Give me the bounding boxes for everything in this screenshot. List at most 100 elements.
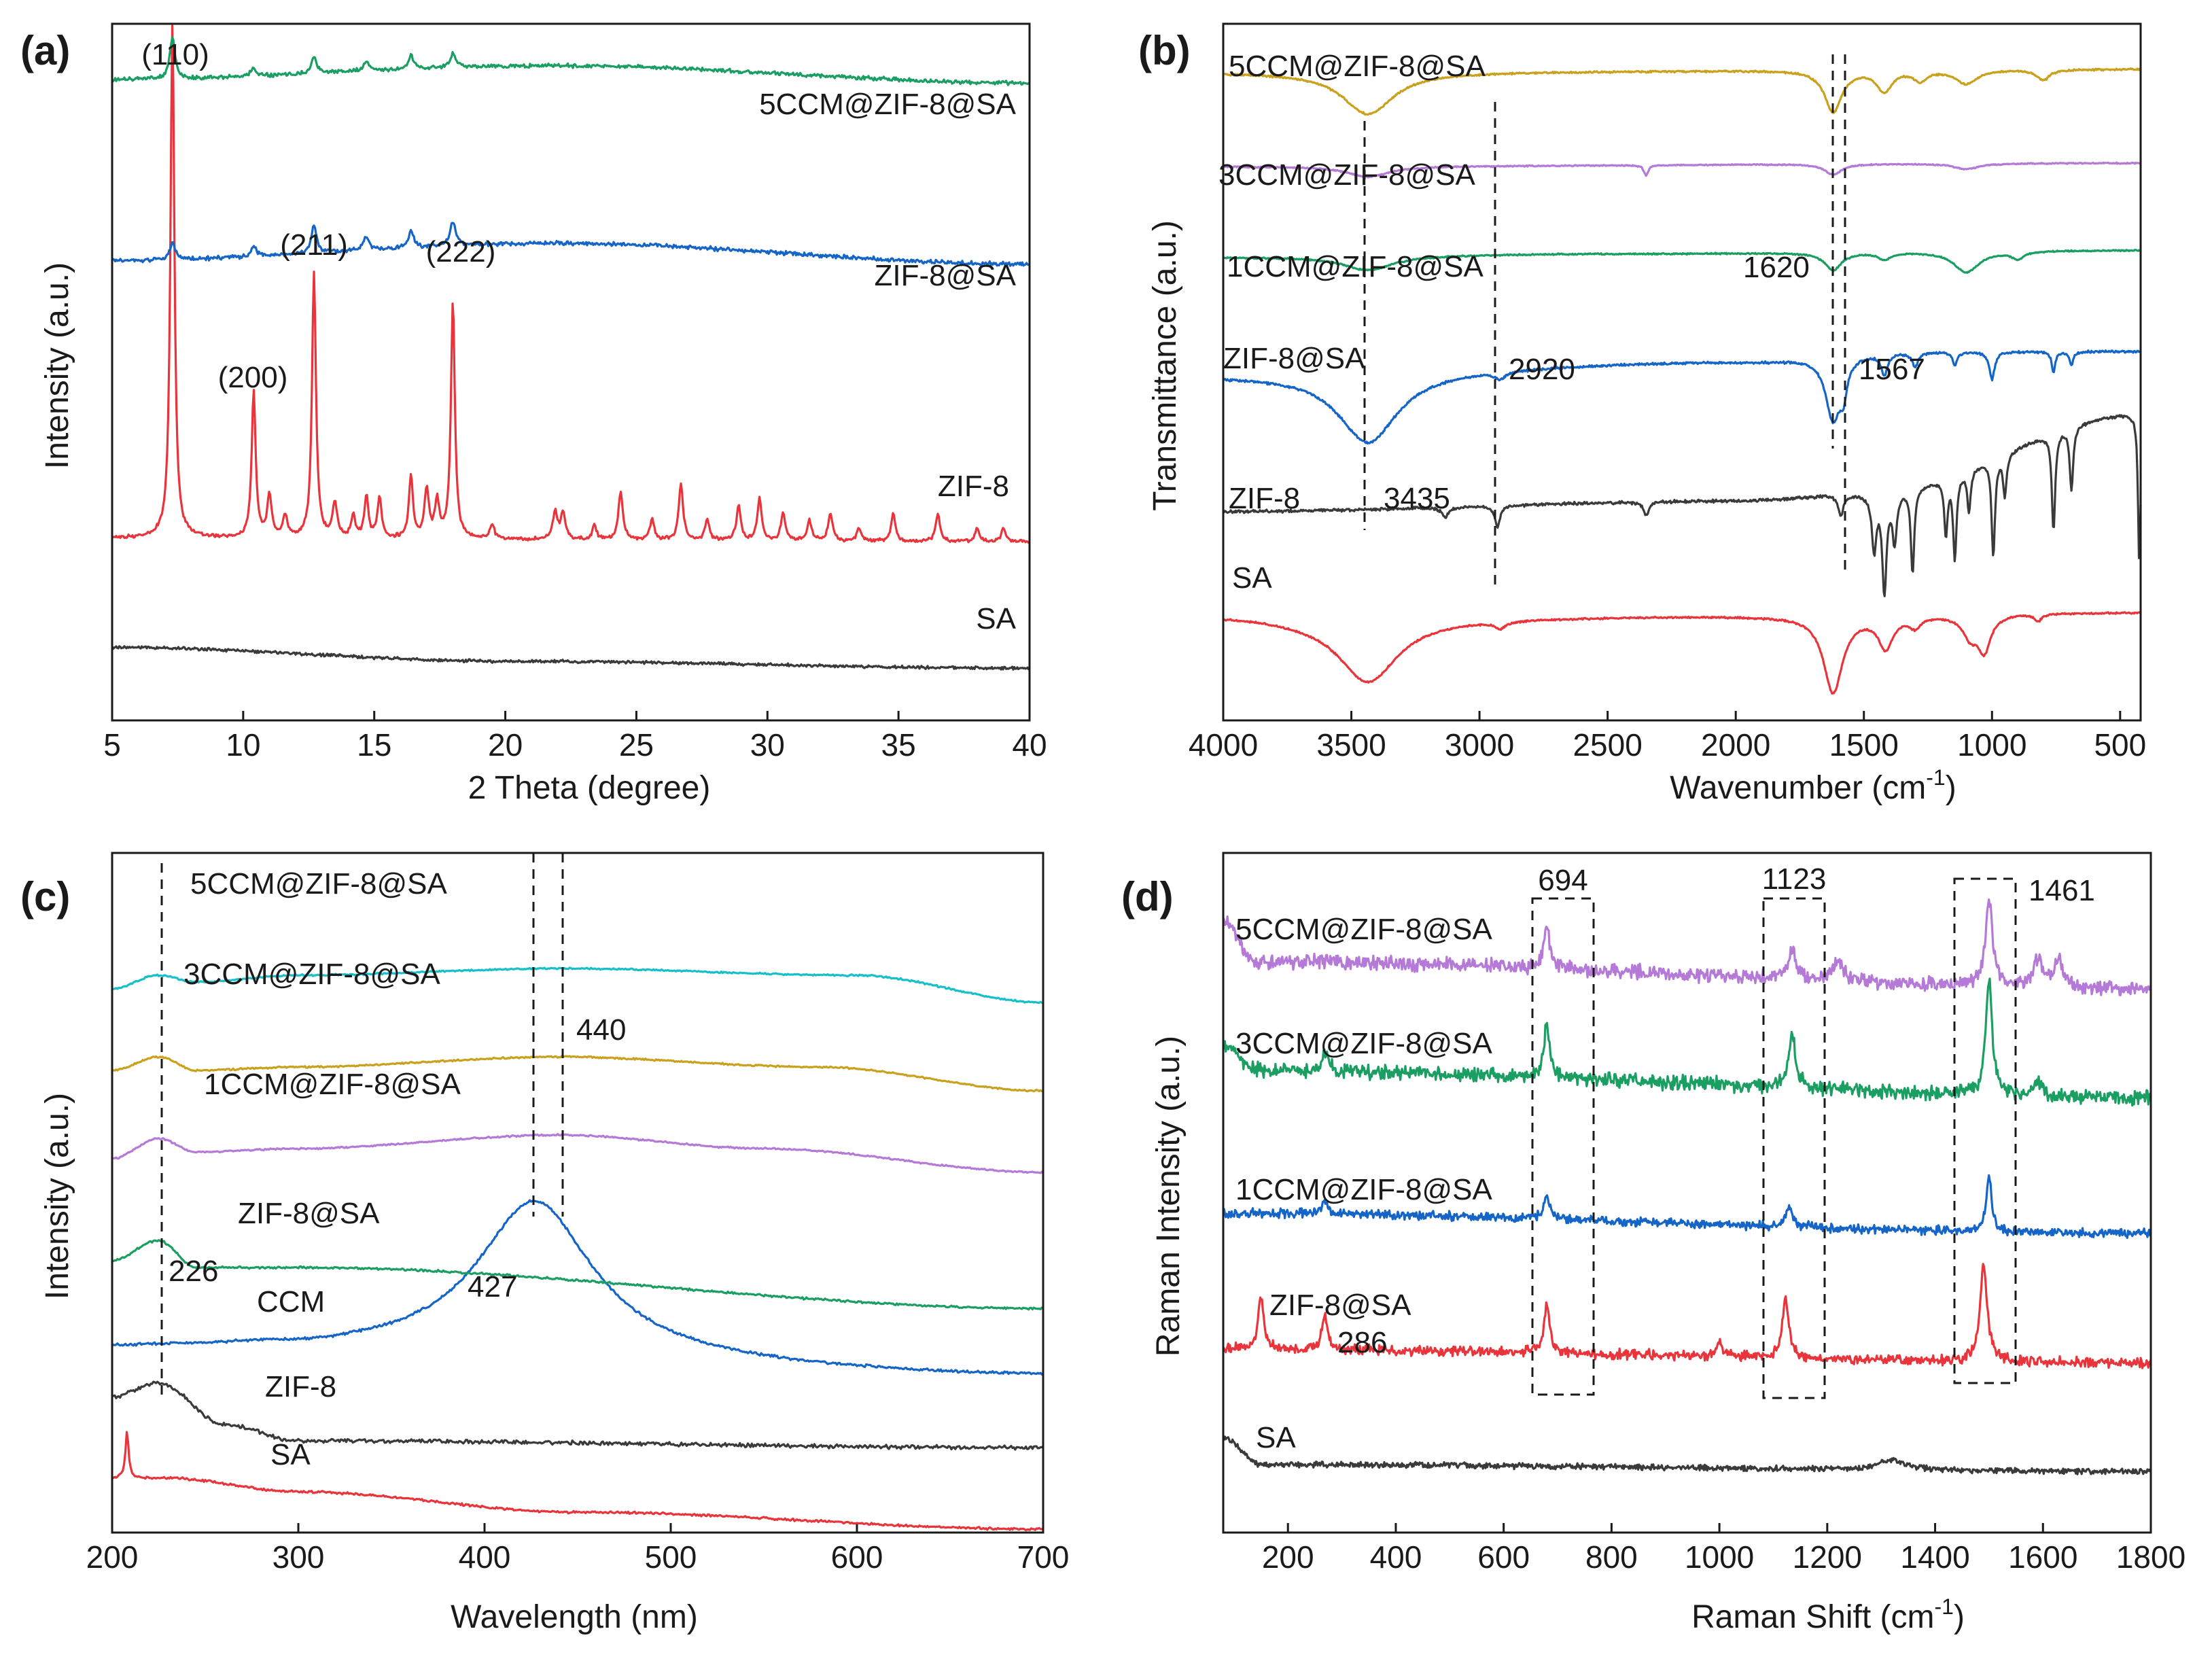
series-line-1ccm-zif-8-sa (1223, 249, 2141, 274)
annotation-286: 286 (1337, 1326, 1387, 1359)
x-tick-label: 2000 (1701, 727, 1770, 763)
series-line-3ccm-zif-8-sa (1222, 977, 2152, 1107)
x-tick-label: 400 (1370, 1539, 1422, 1575)
panel-a-xlabel: 2 Theta (degree) (468, 770, 711, 806)
x-tick-label: 30 (750, 727, 785, 763)
panel-d-frame (1222, 852, 2152, 1534)
x-tick-label: 700 (1017, 1539, 1070, 1575)
x-tick-label: 1200 (1793, 1539, 1862, 1575)
panel-b-xlabel: Wavenumber (cm-1) (1670, 765, 1956, 806)
annotation-222: (222) (426, 235, 496, 268)
series-label-ccm: CCM (257, 1285, 325, 1318)
series-label-3ccm: 3CCM@ZIF-8@SA (1218, 158, 1475, 192)
series-label-1ccm: 1CCM@ZIF-8@SA (1227, 250, 1484, 283)
series-line-zif-8-sa (111, 222, 1030, 267)
panel-c-xlabel: Wavelength (nm) (451, 1599, 698, 1635)
series-label-zif8-sa: ZIF-8@SA (1223, 342, 1365, 375)
x-tick-label: 300 (273, 1539, 325, 1575)
x-tick-label: 1000 (1957, 727, 2026, 763)
panel-d-raman: (d) Raman Intensity (a.u.) Raman Shift (… (1121, 852, 2185, 1635)
annotation-427: 427 (468, 1270, 517, 1304)
annotation-1461: 1461 (2029, 874, 2095, 907)
series-label-1ccm: 1CCM@ZIF-8@SA (1235, 1173, 1492, 1206)
panel-d-xlabel: Raman Shift (cm-1) (1691, 1594, 1965, 1635)
series-line-5ccm-zif-8-sa (111, 966, 1044, 1004)
annotation-200: (200) (218, 361, 288, 394)
series-label-5ccm: 5CCM@ZIF-8@SA (759, 88, 1016, 121)
annotation-211: (211) (280, 228, 347, 262)
series-line-1ccm-zif-8-sa (111, 1133, 1044, 1174)
x-tick-label: 1400 (1900, 1539, 1969, 1575)
marker-box-694 (1531, 897, 1595, 1396)
x-tick-label: 10 (226, 727, 260, 763)
series-label-3ccm: 3CCM@ZIF-8@SA (1235, 1027, 1492, 1060)
x-tick-label: 200 (1262, 1539, 1314, 1575)
series-line-zif-8 (1222, 414, 2142, 597)
series-line-sa (111, 1431, 1044, 1532)
panel-b-xlabel-main: Wavenumber (cm (1670, 770, 1926, 806)
x-tick-label: 35 (881, 727, 916, 763)
panel-d-xlabel-main: Raman Shift (cm (1691, 1599, 1934, 1635)
panel-b-xlabel-sup: -1 (1926, 765, 1945, 790)
series-line-zif-8-sa (1222, 349, 2142, 445)
panel-c-traces (111, 966, 1044, 1532)
panel-a-ticks: 5 10 15 20 25 30 35 40 (103, 711, 1047, 763)
panel-d-xlabel-sup: -1 (1934, 1594, 1953, 1619)
series-line-ccm (111, 1199, 1044, 1376)
x-tick-label: 25 (619, 727, 654, 763)
annotation-694: 694 (1538, 864, 1587, 897)
panel-d-ylabel: Raman Intensity (a.u.) (1151, 1036, 1187, 1357)
series-label-sa: SA (976, 602, 1016, 635)
x-tick-label: 40 (1012, 727, 1047, 763)
series-line-zif-8 (111, 1380, 1044, 1451)
x-tick-label: 1600 (2008, 1539, 2077, 1575)
x-tick-label: 20 (488, 727, 523, 763)
panel-b-xlabel-end: ) (1946, 770, 1956, 806)
series-label-sa: SA (1256, 1421, 1296, 1454)
series-line-3ccm-zif-8-sa (1223, 161, 2141, 179)
panel-c-frame (111, 852, 1044, 1534)
panel-b-label: (b) (1138, 28, 1191, 73)
series-label-5ccm: 5CCM@ZIF-8@SA (190, 867, 447, 901)
panel-d-ticks: 200 400 600 800 1000 1200 1400 1600 1800 (1262, 1523, 2185, 1575)
x-tick-label: 600 (1477, 1539, 1530, 1575)
x-tick-label: 3000 (1445, 727, 1514, 763)
marker-box-1123 (1762, 897, 1826, 1399)
panel-b-ticks: 4000 3500 3000 2500 2000 1500 1000 500 (1189, 711, 2146, 763)
annotation-3435: 3435 (1384, 482, 1450, 515)
series-line-sa (1222, 1435, 2152, 1475)
x-tick-label: 500 (645, 1539, 697, 1575)
panel-d-traces (1222, 898, 2152, 1475)
panel-c-ticks: 200 300 400 500 600 700 (86, 1523, 1070, 1575)
panel-a-label: (a) (20, 28, 70, 73)
x-tick-label: 3500 (1316, 727, 1386, 763)
series-line-5ccm-zif-8-sa (111, 36, 1030, 86)
panel-a-traces (111, 24, 1031, 671)
x-tick-label: 1500 (1829, 727, 1899, 763)
x-tick-label: 15 (357, 727, 391, 763)
annotation-110: (110) (141, 38, 209, 71)
panel-c-uvvis: (c) Intensity (a.u.) Wavelength (nm) 200… (20, 852, 1070, 1635)
series-line-zif-8-sa (111, 1239, 1044, 1311)
x-tick-label: 200 (86, 1539, 139, 1575)
panel-c-label: (c) (20, 874, 70, 920)
x-tick-label: 800 (1585, 1539, 1638, 1575)
series-line-5ccm-zif-8-sa (1222, 898, 2152, 996)
series-line-1ccm-zif-8-sa (1223, 1174, 2152, 1239)
x-tick-label: 600 (831, 1539, 883, 1575)
panel-b-traces (1222, 67, 2142, 695)
series-line-sa (111, 645, 1031, 671)
x-tick-label: 5 (103, 727, 121, 763)
series-line-sa (1223, 611, 2141, 695)
series-label-zif8-sa: ZIF-8@SA (238, 1197, 380, 1230)
panel-a-frame (111, 22, 1031, 722)
series-label-sa: SA (270, 1438, 311, 1471)
series-line-5ccm-zif-8-sa (1222, 67, 2141, 116)
x-tick-label: 4000 (1189, 727, 1258, 763)
panel-c-ylabel: Intensity (a.u.) (39, 1093, 75, 1299)
x-tick-label: 2500 (1573, 727, 1642, 763)
annotation-1567: 1567 (1859, 353, 1925, 386)
panel-b-ylabel: Transmittance (a.u.) (1147, 220, 1183, 511)
series-label-zif8: ZIF-8 (1229, 482, 1300, 515)
x-tick-label: 400 (459, 1539, 511, 1575)
